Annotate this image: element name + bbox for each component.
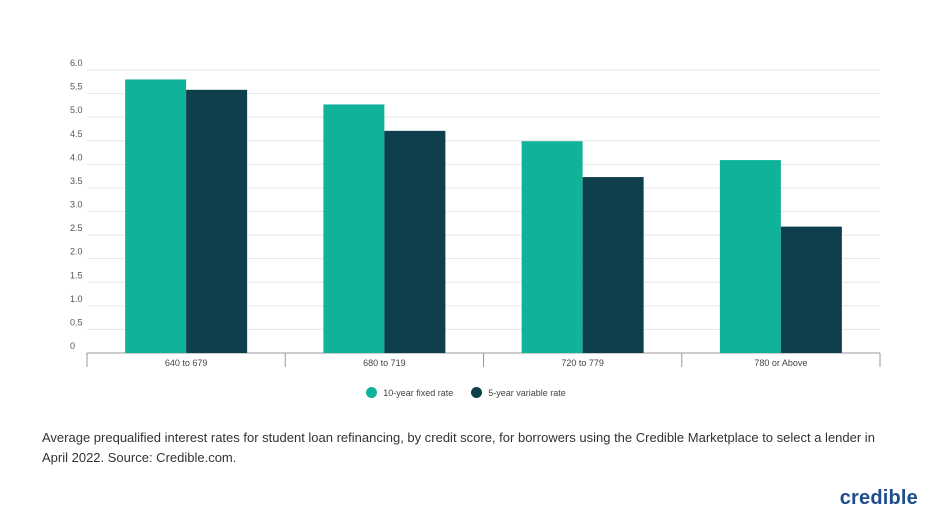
bar-fixed <box>323 104 385 353</box>
x-tick-label: 780 or Above <box>754 358 807 368</box>
chart-legend: 10-year fixed rate 5-year variable rate <box>0 387 932 398</box>
y-tick-label: 2.0 <box>70 247 83 257</box>
y-tick-label: 4.5 <box>70 129 83 139</box>
bar-fixed <box>521 141 583 353</box>
bar-fixed <box>719 160 781 353</box>
credible-logo: credible <box>839 487 918 509</box>
x-tick-label: 720 to 779 <box>561 358 604 368</box>
y-tick-label: 4.0 <box>70 152 83 162</box>
bar-fixed <box>125 79 187 353</box>
x-tick-label: 680 to 719 <box>363 358 406 368</box>
y-tick-label: 6.0 <box>70 58 83 68</box>
y-tick-label: 3.5 <box>70 176 83 186</box>
y-tick-label: 3.0 <box>70 200 83 210</box>
bar-variable <box>582 177 644 353</box>
y-tick-label: 2.5 <box>70 223 83 233</box>
legend-item-variable: 5-year variable rate <box>471 387 566 398</box>
y-tick-label: 5.0 <box>70 105 83 115</box>
y-tick-label: 0 <box>70 341 75 351</box>
bar-variable <box>780 226 842 353</box>
legend-label-variable: 5-year variable rate <box>488 387 566 398</box>
legend-swatch-fixed <box>366 387 378 398</box>
y-tick-label: 0.5 <box>70 317 83 327</box>
y-tick-label: 1.5 <box>70 270 83 280</box>
legend-label-fixed: 10-year fixed rate <box>383 387 454 398</box>
legend-item-fixed: 10-year fixed rate <box>366 387 453 398</box>
bar-chart: 0 0.5 1.0 1.5 2.0 2.5 3.0 3.5 4.0 4.5 5.0 5.5 6.0 640… <box>70 58 881 368</box>
y-tick-label: 1.0 <box>70 294 83 304</box>
bar-variable <box>186 89 248 353</box>
bar-variable <box>384 130 446 353</box>
x-tick-label: 640 to 679 <box>165 358 208 368</box>
chart-caption: Average prequalified interest rates for … <box>42 430 875 465</box>
legend-swatch-variable <box>471 387 483 398</box>
y-tick-label: 5.5 <box>70 82 83 92</box>
